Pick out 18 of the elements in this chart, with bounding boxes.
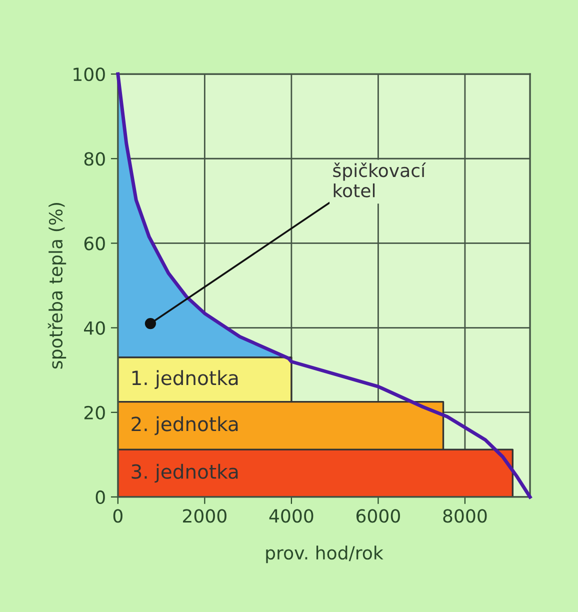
y-tick-label: 100 bbox=[74, 68, 105, 82]
x-tick-label: 8000 bbox=[443, 509, 487, 523]
line-series bbox=[116, 72, 532, 499]
series-label: 1. jednotka bbox=[132, 370, 238, 389]
x-tick-label: 4000 bbox=[269, 509, 314, 523]
annotation: špičkovací kotel bbox=[333, 162, 426, 198]
y-tick-label: 80 bbox=[84, 152, 105, 166]
x-tick-label: 6000 bbox=[356, 509, 400, 523]
x-tick-label: 0 bbox=[113, 509, 122, 523]
x-axis-title: prov. hod/rok bbox=[266, 546, 384, 564]
y-tick-label: 40 bbox=[84, 321, 105, 335]
y-axis-title: spotřeba tepla (%) bbox=[48, 203, 66, 369]
x-tick-label: 2000 bbox=[183, 509, 226, 523]
y-tick-label: 60 bbox=[84, 236, 105, 250]
series-label: 3. jednotka bbox=[132, 464, 238, 483]
y-tick-label: 20 bbox=[84, 406, 105, 420]
y-tick-label: 0 bbox=[96, 490, 105, 504]
series-label: 2. jednotka bbox=[132, 416, 238, 436]
